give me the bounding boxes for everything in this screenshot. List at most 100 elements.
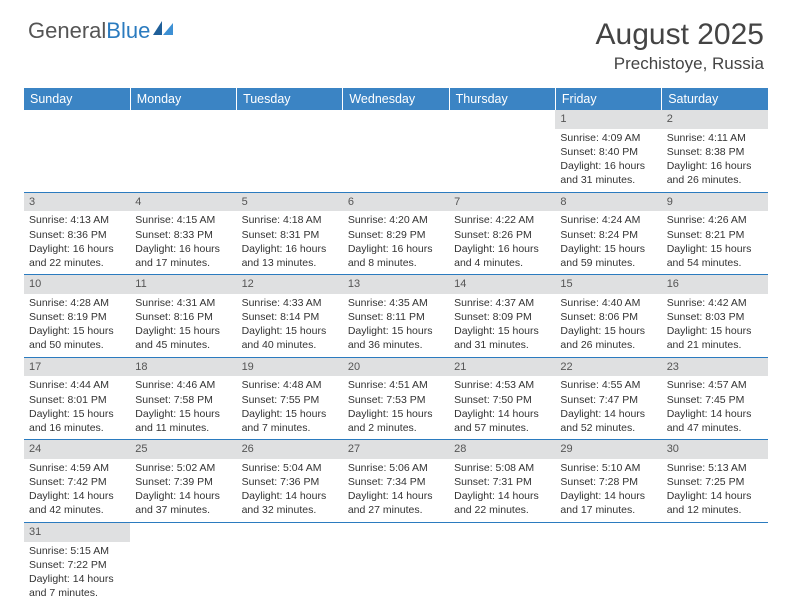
weekday-header: Sunday <box>24 88 130 110</box>
calendar-cell: 31Sunrise: 5:15 AMSunset: 7:22 PMDayligh… <box>24 522 130 604</box>
daylight-line: Daylight: 15 hours and 54 minutes. <box>667 242 763 270</box>
sunrise-line: Sunrise: 4:22 AM <box>454 213 550 227</box>
sunrise-line: Sunrise: 4:44 AM <box>29 378 125 392</box>
calendar-cell <box>449 110 555 192</box>
sunrise-line: Sunrise: 5:13 AM <box>667 461 763 475</box>
day-number: 11 <box>130 275 236 294</box>
day-number: 26 <box>237 440 343 459</box>
weekday-header: Monday <box>130 88 236 110</box>
day-content: Sunrise: 4:11 AMSunset: 8:38 PMDaylight:… <box>662 129 768 192</box>
calendar-cell <box>343 522 449 604</box>
day-content: Sunrise: 4:44 AMSunset: 8:01 PMDaylight:… <box>24 376 130 439</box>
daylight-line: Daylight: 15 hours and 31 minutes. <box>454 324 550 352</box>
calendar-cell: 25Sunrise: 5:02 AMSunset: 7:39 PMDayligh… <box>130 440 236 523</box>
sunrise-line: Sunrise: 4:33 AM <box>242 296 338 310</box>
day-content: Sunrise: 5:02 AMSunset: 7:39 PMDaylight:… <box>130 459 236 522</box>
day-number: 10 <box>24 275 130 294</box>
day-number: 12 <box>237 275 343 294</box>
sunset-line: Sunset: 7:31 PM <box>454 475 550 489</box>
calendar-cell <box>449 522 555 604</box>
daylight-line: Daylight: 16 hours and 26 minutes. <box>667 159 763 187</box>
sail-icon <box>152 16 174 32</box>
daylight-line: Daylight: 15 hours and 2 minutes. <box>348 407 444 435</box>
sunrise-line: Sunrise: 4:24 AM <box>560 213 656 227</box>
calendar-cell <box>343 110 449 192</box>
sunset-line: Sunset: 8:14 PM <box>242 310 338 324</box>
calendar-table: SundayMondayTuesdayWednesdayThursdayFrid… <box>24 88 768 604</box>
calendar-cell <box>237 110 343 192</box>
calendar-cell: 12 Sunrise: 4:33 AMSunset: 8:14 PMDayligh… <box>237 275 343 358</box>
brand-logo: GeneralBlue <box>28 18 174 44</box>
calendar-cell: 8Sunrise: 4:24 AMSunset: 8:24 PMDaylight… <box>555 192 661 275</box>
sunrise-line: Sunrise: 4:28 AM <box>29 296 125 310</box>
title-block: August 2025 Prechistoye, Russia <box>596 18 764 74</box>
sunrise-line: Sunrise: 4:37 AM <box>454 296 550 310</box>
day-number: 1 <box>555 110 661 129</box>
calendar-cell: 9Sunrise: 4:26 AMSunset: 8:21 PMDaylight… <box>662 192 768 275</box>
weekday-header: Friday <box>555 88 661 110</box>
calendar-cell: 2Sunrise: 4:11 AMSunset: 8:38 PMDaylight… <box>662 110 768 192</box>
daylight-line: Daylight: 16 hours and 13 minutes. <box>242 242 338 270</box>
sunset-line: Sunset: 8:19 PM <box>29 310 125 324</box>
sunrise-line: Sunrise: 4:18 AM <box>242 213 338 227</box>
calendar-cell: 18Sunrise: 4:46 AMSunset: 7:58 PMDayligh… <box>130 357 236 440</box>
sunrise-line: Sunrise: 4:55 AM <box>560 378 656 392</box>
sunset-line: Sunset: 7:55 PM <box>242 393 338 407</box>
calendar-cell <box>130 110 236 192</box>
day-content: Sunrise: 5:08 AMSunset: 7:31 PMDaylight:… <box>449 459 555 522</box>
calendar-cell: 24Sunrise: 4:59 AMSunset: 7:42 PMDayligh… <box>24 440 130 523</box>
day-content: Sunrise: 4:42 AMSunset: 8:03 PMDaylight:… <box>662 294 768 357</box>
sunset-line: Sunset: 7:28 PM <box>560 475 656 489</box>
sunset-line: Sunset: 7:36 PM <box>242 475 338 489</box>
sunrise-line: Sunrise: 4:48 AM <box>242 378 338 392</box>
day-content: Sunrise: 4:18 AMSunset: 8:31 PMDaylight:… <box>237 211 343 274</box>
sunrise-line: Sunrise: 4:46 AM <box>135 378 231 392</box>
calendar-cell: 30Sunrise: 5:13 AMSunset: 7:25 PMDayligh… <box>662 440 768 523</box>
calendar-cell: 7Sunrise: 4:22 AMSunset: 8:26 PMDaylight… <box>449 192 555 275</box>
sunrise-line: Sunrise: 4:20 AM <box>348 213 444 227</box>
day-content: Sunrise: 4:48 AMSunset: 7:55 PMDaylight:… <box>237 376 343 439</box>
day-number: 22 <box>555 358 661 377</box>
calendar-cell: 3Sunrise: 4:13 AMSunset: 8:36 PMDaylight… <box>24 192 130 275</box>
weekday-header: Thursday <box>449 88 555 110</box>
month-title: August 2025 <box>596 18 764 52</box>
day-number: 19 <box>237 358 343 377</box>
brand-part1: General <box>28 18 106 44</box>
sunset-line: Sunset: 8:40 PM <box>560 145 656 159</box>
daylight-line: Daylight: 14 hours and 27 minutes. <box>348 489 444 517</box>
sunrise-line: Sunrise: 4:11 AM <box>667 131 763 145</box>
daylight-line: Daylight: 15 hours and 26 minutes. <box>560 324 656 352</box>
daylight-line: Daylight: 14 hours and 12 minutes. <box>667 489 763 517</box>
location: Prechistoye, Russia <box>596 54 764 74</box>
calendar-cell: 19Sunrise: 4:48 AMSunset: 7:55 PMDayligh… <box>237 357 343 440</box>
sunset-line: Sunset: 7:45 PM <box>667 393 763 407</box>
weekday-header-row: SundayMondayTuesdayWednesdayThursdayFrid… <box>24 88 768 110</box>
calendar-cell <box>662 522 768 604</box>
day-content: Sunrise: 5:15 AMSunset: 7:22 PMDaylight:… <box>24 542 130 605</box>
day-number: 15 <box>555 275 661 294</box>
day-content: Sunrise: 5:06 AMSunset: 7:34 PMDaylight:… <box>343 459 449 522</box>
daylight-line: Daylight: 14 hours and 57 minutes. <box>454 407 550 435</box>
brand-part2: Blue <box>106 18 150 44</box>
daylight-line: Daylight: 15 hours and 50 minutes. <box>29 324 125 352</box>
calendar-row: 31Sunrise: 5:15 AMSunset: 7:22 PMDayligh… <box>24 522 768 604</box>
day-content: Sunrise: 4:15 AMSunset: 8:33 PMDaylight:… <box>130 211 236 274</box>
sunset-line: Sunset: 8:29 PM <box>348 228 444 242</box>
calendar-cell: 4Sunrise: 4:15 AMSunset: 8:33 PMDaylight… <box>130 192 236 275</box>
day-number: 13 <box>343 275 449 294</box>
daylight-line: Daylight: 15 hours and 16 minutes. <box>29 407 125 435</box>
calendar-cell: 11Sunrise: 4:31 AMSunset: 8:16 PMDayligh… <box>130 275 236 358</box>
sunset-line: Sunset: 8:38 PM <box>667 145 763 159</box>
sunrise-line: Sunrise: 5:10 AM <box>560 461 656 475</box>
calendar-cell: 27Sunrise: 5:06 AMSunset: 7:34 PMDayligh… <box>343 440 449 523</box>
sunset-line: Sunset: 7:34 PM <box>348 475 444 489</box>
sunset-line: Sunset: 7:53 PM <box>348 393 444 407</box>
calendar-cell: 22Sunrise: 4:55 AMSunset: 7:47 PMDayligh… <box>555 357 661 440</box>
header: GeneralBlue August 2025 Prechistoye, Rus… <box>0 0 792 82</box>
daylight-line: Daylight: 14 hours and 37 minutes. <box>135 489 231 517</box>
calendar-cell: 13Sunrise: 4:35 AMSunset: 8:11 PMDayligh… <box>343 275 449 358</box>
calendar-row: 1Sunrise: 4:09 AMSunset: 8:40 PMDaylight… <box>24 110 768 192</box>
daylight-line: Daylight: 15 hours and 21 minutes. <box>667 324 763 352</box>
daylight-line: Daylight: 15 hours and 40 minutes. <box>242 324 338 352</box>
day-number: 20 <box>343 358 449 377</box>
